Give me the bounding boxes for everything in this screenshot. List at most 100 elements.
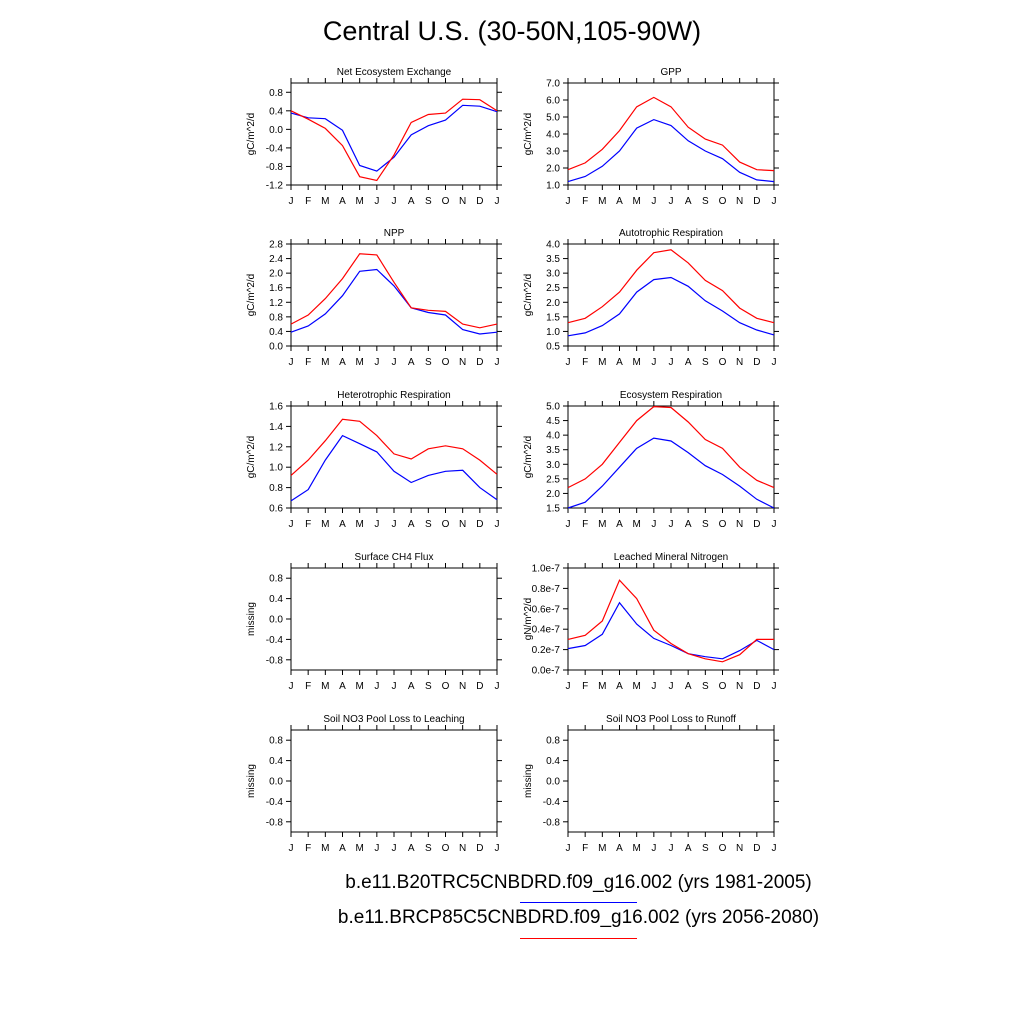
y-axis-label: missing: [246, 602, 257, 636]
x-tick-label: A: [685, 681, 692, 692]
x-tick-label: J: [772, 519, 777, 530]
x-tick-label: D: [476, 519, 483, 530]
series-line-historical: [567, 437, 775, 509]
x-tick-label: N: [459, 843, 466, 854]
y-tick-label: 2.0: [546, 489, 560, 500]
y-tick-label: 1.6: [269, 402, 283, 413]
x-tick-label: A: [339, 843, 346, 854]
y-tick-label: 0.8: [269, 88, 283, 99]
x-tick-label: J: [495, 843, 500, 854]
panel-title: Ecosystem Respiration: [620, 390, 722, 401]
x-tick-label: J: [651, 196, 656, 207]
y-tick-label: 0.0: [269, 342, 283, 353]
y-axis-label: gC/m^2/d: [246, 436, 257, 479]
plot-frame: [567, 729, 775, 833]
y-tick-label: 2.5: [546, 474, 560, 485]
x-tick-label: M: [321, 519, 329, 530]
x-tick-label: S: [425, 843, 432, 854]
y-tick-label: -0.4: [543, 797, 561, 808]
y-tick-label: 0.8: [546, 736, 560, 747]
panel-heterotrophic-respiration: Heterotrophic Respiration gC/m^2/d 1.6 1.4 1…: [246, 390, 502, 530]
x-tick-label: F: [582, 196, 588, 207]
y-tick-label: 0.8: [269, 483, 283, 494]
x-tick-label: F: [582, 357, 588, 368]
y-tick-label: 0.4: [269, 594, 283, 605]
x-tick-label: M: [632, 681, 640, 692]
x-tick-label: M: [632, 196, 640, 207]
x-tick-label: S: [425, 519, 432, 530]
panel-surface-ch4-flux: Surface CH4 Flux missing 0.8 0.4 0.0 -0.4 -0.8…: [246, 552, 502, 692]
y-tick-label: -0.8: [266, 655, 284, 666]
x-tick-label: M: [598, 196, 606, 207]
x-tick-label: M: [355, 681, 363, 692]
x-tick-label: A: [408, 196, 415, 207]
y-tick-label: -0.4: [266, 635, 284, 646]
x-tick-label: J: [651, 519, 656, 530]
x-tick-label: J: [495, 357, 500, 368]
x-tick-label: O: [719, 357, 727, 368]
x-tick-label: S: [425, 357, 432, 368]
plot-frame: [290, 567, 498, 671]
legend-label-historical: b.e11.B20TRC5CNBDRD.f09_g16.002 (yrs 198…: [345, 872, 812, 893]
x-tick-label: N: [736, 196, 743, 207]
x-tick-label: S: [702, 681, 709, 692]
x-tick-label: A: [685, 843, 692, 854]
y-tick-label: 1.5: [546, 312, 560, 323]
x-tick-label: O: [719, 843, 727, 854]
x-tick-label: A: [616, 196, 623, 207]
y-tick-label: 5.0: [546, 402, 560, 413]
panel-net-ecosystem-exchange: Net Ecosystem Exchange gC/m^2/d 0.8 0.4 0.0 -…: [246, 67, 502, 207]
series-line-future: [567, 249, 775, 324]
x-tick-label: A: [616, 681, 623, 692]
x-tick-label: J: [669, 357, 674, 368]
panel-title: Soil NO3 Pool Loss to Leaching: [323, 714, 464, 725]
legend-line-future: [520, 938, 637, 939]
x-tick-label: F: [582, 681, 588, 692]
panel-title: Heterotrophic Respiration: [337, 390, 450, 401]
y-tick-label: -1.2: [266, 181, 284, 192]
y-tick-label: -0.8: [266, 817, 284, 828]
x-tick-label: J: [669, 519, 674, 530]
y-tick-label: 2.8: [269, 240, 283, 251]
y-tick-label: 0.6e-7: [532, 604, 561, 615]
x-tick-label: A: [339, 196, 346, 207]
x-tick-label: A: [408, 843, 415, 854]
x-tick-label: M: [632, 843, 640, 854]
panel-autotrophic-respiration: Autotrophic Respiration gC/m^2/d 4.0 3.5 3.0…: [523, 228, 779, 368]
x-tick-label: J: [392, 843, 397, 854]
x-tick-label: J: [651, 357, 656, 368]
y-tick-label: 2.0: [546, 298, 560, 309]
x-tick-label: N: [736, 681, 743, 692]
y-tick-label: 4.5: [546, 416, 560, 427]
x-tick-label: J: [289, 196, 294, 207]
x-tick-label: J: [772, 196, 777, 207]
x-tick-label: J: [392, 357, 397, 368]
x-tick-label: M: [321, 843, 329, 854]
y-axis-label: gC/m^2/d: [246, 113, 257, 156]
y-tick-label: 1.0: [269, 463, 283, 474]
panel-title: Autotrophic Respiration: [619, 228, 723, 239]
x-tick-label: A: [616, 843, 623, 854]
x-tick-label: O: [442, 681, 450, 692]
x-tick-label: M: [598, 357, 606, 368]
x-tick-label: N: [459, 196, 466, 207]
x-tick-label: N: [736, 357, 743, 368]
x-tick-label: O: [719, 681, 727, 692]
x-tick-label: J: [566, 196, 571, 207]
y-tick-label: 6.0: [546, 96, 560, 107]
x-tick-label: M: [598, 519, 606, 530]
y-axis-label: missing: [523, 764, 534, 798]
x-tick-label: M: [355, 357, 363, 368]
panel-soil-no3-pool-loss-to-leaching: Soil NO3 Pool Loss to Leaching missing 0.8…: [246, 714, 502, 854]
x-tick-label: O: [719, 196, 727, 207]
y-tick-label: 4.0: [546, 431, 560, 442]
x-tick-label: J: [374, 519, 379, 530]
x-tick-label: O: [719, 519, 727, 530]
x-tick-label: S: [702, 196, 709, 207]
panel-soil-no3-pool-loss-to-runoff: Soil NO3 Pool Loss to Runoff missing 0.8 0.…: [523, 714, 779, 854]
y-tick-label: 3.0: [546, 460, 560, 471]
y-tick-label: 0.8: [269, 574, 283, 585]
